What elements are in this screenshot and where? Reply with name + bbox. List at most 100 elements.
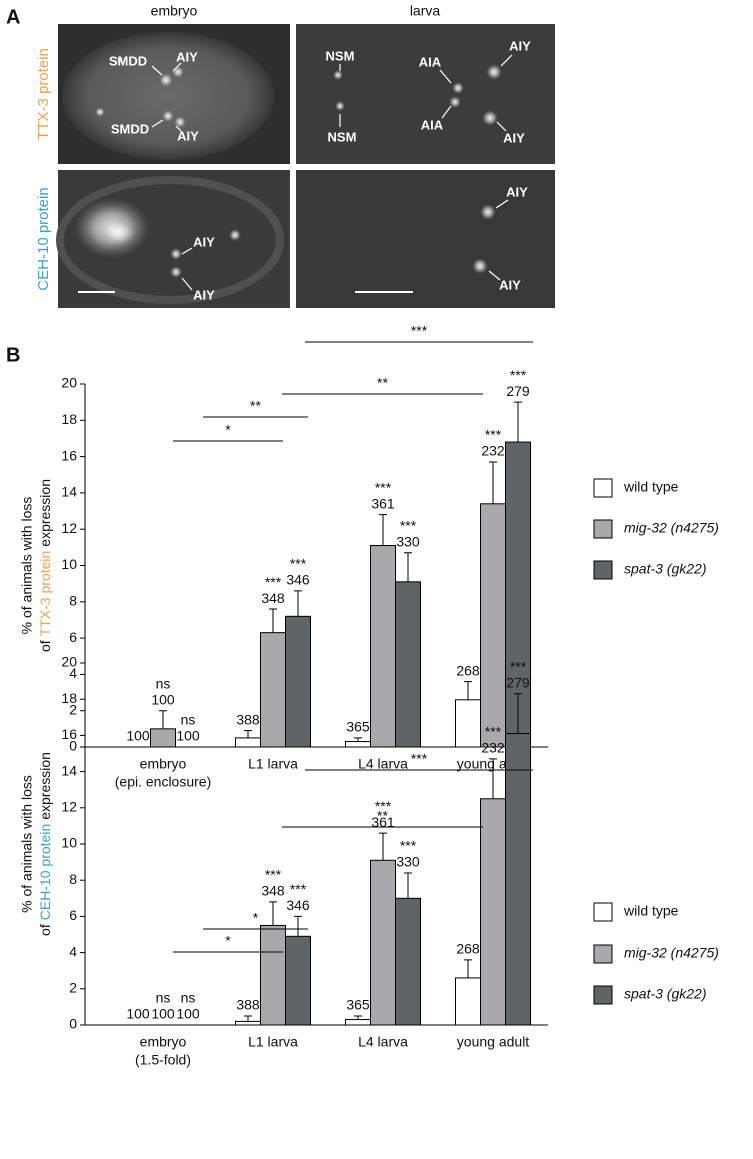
pointer-line — [151, 65, 163, 76]
bar — [370, 859, 396, 1026]
bar — [260, 924, 286, 1026]
sample-size-label: 268 — [456, 662, 480, 678]
significance-label: ns — [156, 990, 171, 1006]
nucleus — [335, 101, 345, 111]
y-axis-label-part: CEH-10 protein — [37, 824, 53, 921]
cell-label: AIY — [509, 38, 531, 53]
pointer-line — [181, 247, 193, 255]
legend-swatch — [593, 902, 613, 922]
bar — [455, 699, 481, 748]
y-tick-label: 4 — [69, 665, 77, 681]
image-tone — [296, 170, 555, 308]
pointer-line — [488, 270, 501, 281]
significance-label: *** — [265, 867, 282, 883]
bar — [235, 737, 261, 748]
y-tick-label: 0 — [69, 738, 77, 754]
y-axis-label-part: expression — [37, 752, 53, 820]
sample-size-label: 279 — [506, 383, 530, 399]
error-bar — [379, 832, 387, 861]
significance-label: ns — [156, 675, 171, 691]
error-bar — [269, 901, 277, 926]
sample-size-label: 346 — [286, 897, 310, 913]
nucleus — [170, 266, 182, 278]
sample-size-label: 279 — [506, 674, 530, 690]
nucleus — [472, 258, 488, 274]
comparison-label: * — [253, 910, 259, 926]
sample-size-label: 361 — [371, 495, 395, 511]
bar — [370, 545, 396, 748]
error-bar — [354, 737, 362, 742]
sample-size-label: 100 — [151, 1006, 175, 1022]
bar — [285, 615, 311, 748]
column-header: embryo — [151, 3, 198, 19]
cell-label: AIY — [193, 234, 215, 249]
comparison-label: * — [225, 422, 231, 438]
cell-label: NSM — [326, 48, 355, 63]
significance-label: *** — [485, 724, 502, 740]
significance-label: *** — [400, 517, 417, 533]
cell-label: AIA — [421, 117, 444, 132]
legend-swatch — [593, 560, 613, 580]
sample-size-label: 100 — [176, 1006, 200, 1022]
cell-label: AIY — [499, 277, 521, 292]
error-bar — [489, 461, 497, 504]
nucleus — [229, 229, 241, 241]
y-axis-label-part: TTX-3 protein — [37, 551, 53, 637]
micrograph: AIY AIY — [56, 170, 290, 308]
sample-size-label: 100 — [151, 691, 175, 707]
x-tick-label: embryo — [140, 1034, 187, 1050]
sample-size-label: 388 — [236, 997, 260, 1013]
y-tick-label: 16 — [61, 447, 77, 463]
x-tick-label: (1.5-fold) — [135, 1052, 191, 1068]
y-tick-label: 0 — [69, 1016, 77, 1032]
sample-size-label: 268 — [456, 941, 480, 957]
nucleus — [162, 110, 174, 122]
y-tick-label: 18 — [61, 690, 77, 706]
y-axis-label: % of animals with loss — [19, 775, 35, 913]
bar — [345, 1019, 371, 1026]
bar — [235, 1020, 261, 1026]
cell-label: AIY — [177, 128, 199, 143]
error-bar — [514, 693, 522, 734]
pointer-line — [500, 54, 513, 67]
x-tick-label: L4 larva — [358, 1034, 408, 1050]
cell-label: AIY — [193, 287, 215, 302]
y-tick-label: 8 — [69, 593, 77, 609]
cell-label: SMDD — [109, 53, 147, 68]
x-tick-label: embryo — [140, 756, 187, 772]
significance-label: *** — [290, 556, 307, 572]
bar — [480, 503, 506, 748]
y-axis-label: of TTX-3 protein expression — [37, 479, 53, 652]
sample-size-label: 232 — [481, 740, 505, 756]
error-bar — [464, 681, 472, 700]
significance-label: *** — [265, 574, 282, 590]
y-axis-label-part: expression — [37, 479, 53, 547]
nucleus — [116, 56, 124, 64]
error-bar — [354, 1015, 362, 1020]
cell-label: AIY — [506, 184, 528, 199]
comparison-label: ** — [377, 808, 388, 824]
nucleus — [159, 73, 173, 87]
significance-label: ns — [181, 990, 196, 1006]
y-axis-label: of CEH-10 protein expression — [37, 752, 53, 936]
row-label: TTX-3 protein — [35, 48, 52, 140]
embryo-body — [56, 176, 284, 304]
fluorescence — [100, 218, 136, 246]
legend-label: wild type — [623, 903, 679, 919]
sample-size-label: 348 — [261, 590, 285, 606]
bar — [150, 728, 176, 748]
legend-label: wild type — [623, 479, 679, 495]
x-tick-label: young adult — [457, 1034, 530, 1050]
y-tick-label: 6 — [69, 907, 77, 923]
pointer-line — [172, 62, 182, 72]
panel-label: A — [6, 6, 20, 28]
significance-label: *** — [290, 881, 307, 897]
nucleus — [172, 66, 184, 78]
cell-label: AIY — [176, 49, 198, 64]
sample-size-label: 365 — [346, 997, 370, 1013]
legend-label: spat-3 (gk22) — [624, 561, 706, 577]
significance-label: *** — [375, 479, 392, 495]
micrograph: AIY AIY — [296, 170, 555, 308]
bar — [395, 897, 421, 1026]
